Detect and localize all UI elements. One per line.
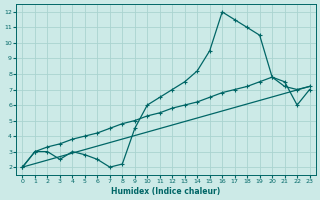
X-axis label: Humidex (Indice chaleur): Humidex (Indice chaleur)	[111, 187, 221, 196]
